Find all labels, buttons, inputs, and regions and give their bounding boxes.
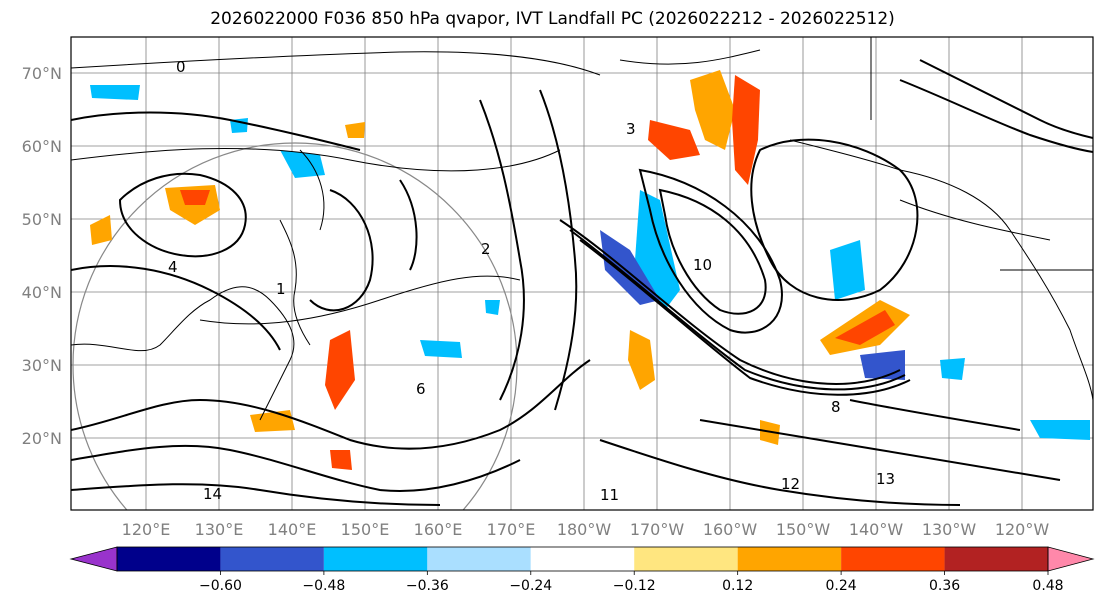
colorbar-segment bbox=[841, 547, 945, 571]
colorbar-tick-label: −0.24 bbox=[509, 578, 552, 594]
longitude-label: 140°W bbox=[849, 520, 904, 539]
colorbar-segment bbox=[737, 547, 842, 571]
latitude-label: 40°N bbox=[22, 283, 62, 302]
colorbar-tick-label: −0.12 bbox=[613, 578, 656, 594]
colorbar-min-extend bbox=[69, 546, 118, 572]
colorbar: −0.60 −0.48 −0.36 −0.24 −0.12 0.12 0.24 0.36 0.4… bbox=[69, 546, 1095, 594]
map-content: 0 3 2 1 4 6 8 10 11 12 13 14 bbox=[71, 37, 1093, 510]
longitude-label: 120°W bbox=[995, 520, 1050, 539]
ivt-contours bbox=[71, 59, 1093, 506]
longitude-label: 170°W bbox=[630, 520, 685, 539]
colorbar-segment bbox=[117, 547, 221, 571]
colorbar-max-extend bbox=[1047, 546, 1095, 572]
map-panel bbox=[71, 37, 1093, 510]
map-frame bbox=[70, 36, 1094, 511]
colorbar-frame bbox=[116, 546, 1049, 572]
secondary-contours bbox=[71, 49, 1051, 325]
contour-label: 13 bbox=[876, 470, 895, 488]
contour-label: 14 bbox=[203, 485, 222, 503]
colorbar-segment bbox=[323, 547, 428, 571]
contour-label: 4 bbox=[168, 258, 178, 276]
latitude-label: 30°N bbox=[22, 356, 62, 375]
longitude-label: 170°E bbox=[487, 520, 536, 539]
longitude-label: 180°W bbox=[557, 520, 612, 539]
longitude-label: 160°W bbox=[703, 520, 758, 539]
longitude-label: 140°E bbox=[268, 520, 317, 539]
latitude-label: 70°N bbox=[22, 64, 62, 83]
map-title: 2026022000 F036 850 hPa qvapor, IVT Land… bbox=[210, 9, 895, 29]
longitude-label: 130°E bbox=[195, 520, 244, 539]
colorbar-tick-label: 0.12 bbox=[722, 578, 753, 594]
colorbar-tick-label: 0.48 bbox=[1032, 578, 1063, 594]
contour-labels: 0 3 2 1 4 6 8 10 11 12 13 14 bbox=[168, 58, 895, 504]
graticule bbox=[71, 37, 1093, 510]
longitude-label: 120°E bbox=[122, 520, 171, 539]
qvapor-anomaly-fill bbox=[90, 70, 1090, 470]
colorbar-segment bbox=[220, 547, 324, 571]
latitude-label: 50°N bbox=[22, 210, 62, 229]
contour-label: 10 bbox=[693, 256, 712, 274]
colorbar-tick-label: 0.36 bbox=[929, 578, 960, 594]
colorbar-tick-label: −0.48 bbox=[302, 578, 345, 594]
longitude-label: 150°W bbox=[776, 520, 831, 539]
colorbar-segment bbox=[944, 547, 1048, 571]
contour-label: 8 bbox=[831, 398, 841, 416]
colorbar-tick-label: −0.60 bbox=[199, 578, 242, 594]
colorbar-tick-label: −0.36 bbox=[406, 578, 449, 594]
contour-label: 0 bbox=[176, 58, 186, 76]
contour-label: 2 bbox=[481, 240, 491, 258]
colorbar-segment bbox=[427, 547, 531, 571]
longitude-labels: 120°E 130°E 140°E 150°E 160°E 170°E 180°W 170°W… bbox=[122, 520, 1050, 539]
longitude-label: 150°E bbox=[341, 520, 390, 539]
colorbar-tick-label: 0.24 bbox=[826, 578, 857, 594]
longitude-label: 160°E bbox=[414, 520, 463, 539]
colorbar-segment bbox=[634, 547, 738, 571]
longitude-label: 130°W bbox=[922, 520, 977, 539]
range-ring bbox=[72, 142, 518, 510]
latitude-labels: 70°N 60°N 50°N 40°N 30°N 20°N bbox=[22, 64, 62, 448]
contour-label: 11 bbox=[600, 486, 619, 504]
colorbar-segment bbox=[530, 547, 635, 571]
coastlines bbox=[71, 37, 1093, 421]
contour-label: 3 bbox=[626, 120, 636, 138]
latitude-label: 20°N bbox=[22, 429, 62, 448]
contour-label: 6 bbox=[416, 380, 426, 398]
latitude-label: 60°N bbox=[22, 137, 62, 156]
contour-label: 1 bbox=[276, 280, 286, 298]
contour-label: 12 bbox=[781, 475, 800, 493]
